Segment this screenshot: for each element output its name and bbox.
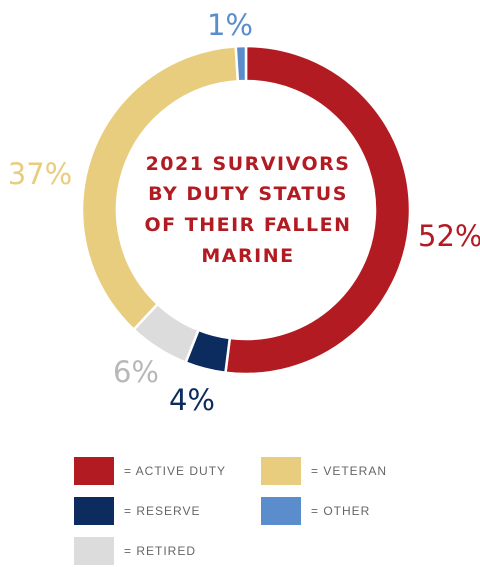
title-line-1: 2021 SURVIVORS	[146, 153, 351, 175]
slice-other	[236, 46, 246, 81]
legend-item-retired: = RETIRED	[74, 537, 196, 565]
legend-label-retired: = RETIRED	[124, 544, 196, 558]
label-active: 52%	[418, 219, 480, 253]
legend-swatch-reserve	[74, 497, 114, 525]
legend-swatch-retired	[74, 537, 114, 565]
label-retired: 6%	[113, 355, 159, 389]
legend-label-reserve: = RESERVE	[124, 504, 200, 518]
donut-slices	[82, 46, 410, 374]
legend-label-active-duty: = ACTIVE DUTY	[124, 464, 226, 478]
legend: = ACTIVE DUTY = VETERAN = RESERVE = OTHE…	[74, 457, 474, 567]
legend-swatch-other	[261, 497, 301, 525]
donut-chart: 52% 4% 6% 37% 1% 2021 SURVIVORS BY DUTY …	[0, 0, 480, 440]
label-reserve: 4%	[169, 383, 215, 417]
legend-swatch-veteran	[261, 457, 301, 485]
chart-title: 2021 SURVIVORS BY DUTY STATUS OF THEIR F…	[145, 153, 352, 267]
legend-swatch-active-duty	[74, 457, 114, 485]
label-other: 1%	[207, 8, 253, 42]
label-veteran: 37%	[8, 157, 72, 191]
title-line-2: BY DUTY STATUS	[148, 183, 348, 205]
legend-label-veteran: = VETERAN	[311, 464, 387, 478]
legend-item-active-duty: = ACTIVE DUTY	[74, 457, 226, 485]
legend-item-veteran: = VETERAN	[261, 457, 387, 485]
legend-label-other: = OTHER	[311, 504, 370, 518]
title-line-4: MARINE	[201, 245, 294, 267]
slice-active	[225, 46, 410, 374]
legend-item-reserve: = RESERVE	[74, 497, 200, 525]
title-line-3: OF THEIR FALLEN	[145, 214, 352, 236]
legend-item-other: = OTHER	[261, 497, 370, 525]
